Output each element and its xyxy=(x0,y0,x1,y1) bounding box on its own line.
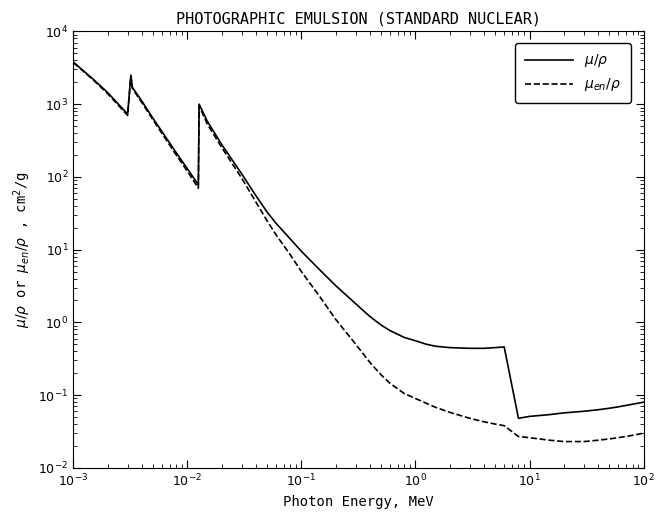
Y-axis label: $\mu/\rho$ or $\mu_{en}/\rho$ , cm$^2$/g: $\mu/\rho$ or $\mu_{en}/\rho$ , cm$^2$/g xyxy=(11,171,33,328)
X-axis label: Photon Energy, MeV: Photon Energy, MeV xyxy=(283,495,434,509)
Legend: $\mu/\rho$, $\mu_{en}/\rho$: $\mu/\rho$, $\mu_{en}/\rho$ xyxy=(515,43,631,103)
Title: PHOTOGRAPHIC EMULSION (STANDARD NUCLEAR): PHOTOGRAPHIC EMULSION (STANDARD NUCLEAR) xyxy=(176,11,541,26)
